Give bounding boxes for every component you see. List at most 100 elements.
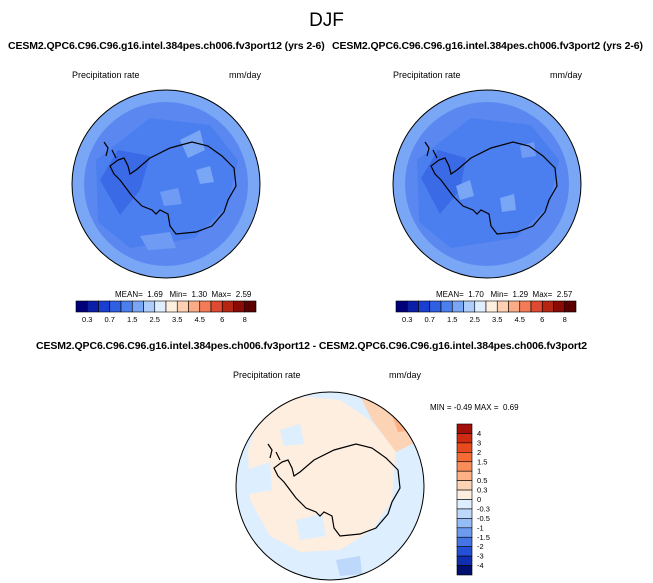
left-variable-label: Precipitation rate: [72, 70, 140, 80]
right-colorbar-box: [406, 300, 419, 313]
left-colorbar-box: [165, 300, 178, 313]
diff-max-value: 0.69: [502, 403, 519, 412]
left-colorbar-tick-label: 8: [243, 315, 247, 324]
diff-colorbar-box: [456, 555, 473, 566]
diff-panel-title: CESM2.QPC6.C96.C96.g16.intel.384pes.ch00…: [36, 340, 588, 352]
diff-colorbar-tick-label: 0.3: [477, 486, 487, 495]
right-colorbar-tick-label: 6: [540, 315, 544, 324]
left-units-label: mm/day: [229, 70, 262, 80]
right-colorbar-tick-label: 3.5: [492, 315, 502, 324]
diff-colorbar-tick-label: 0.5: [477, 476, 487, 485]
diff-colorbar-box: [456, 508, 473, 519]
diff-colorbar-tick-label: 1.5: [477, 457, 487, 466]
left-min-value: 1.30: [191, 290, 208, 299]
left-colorbar-box: [120, 300, 133, 313]
left-colorbar-tick-label: 2.5: [150, 315, 160, 324]
left-colorbar-box: [86, 300, 99, 313]
left-colorbar-box: [176, 300, 189, 313]
right-colorbar-box: [553, 300, 566, 313]
diff-polar-map: [235, 391, 425, 581]
right-colorbar-box: [541, 300, 554, 313]
figure-title: DJF: [309, 10, 344, 31]
diff-colorbar-box: [456, 480, 473, 491]
right-max-value: 2.57: [556, 290, 573, 299]
diff-colorbar-tick-label: 1: [477, 467, 481, 476]
right-mean-value: 1.70: [468, 290, 484, 299]
right-colorbar-box: [485, 300, 498, 313]
left-colorbar-tick-label: 6: [220, 315, 224, 324]
right-min-value: 1.29: [512, 290, 529, 299]
left-colorbar: 0.3 0.7 1.5 2.5 3.5 4.5 6 8: [75, 300, 257, 324]
diff-colorbar-box: [456, 461, 473, 472]
diff-colorbar-box: [456, 565, 473, 576]
diff-colorbar-tick-label: -2: [477, 542, 484, 551]
left-colorbar-tick-label: 4.5: [195, 315, 205, 324]
right-colorbar-tick-label: 0.3: [402, 315, 412, 324]
diff-colorbar-tick-label: -1: [477, 523, 484, 532]
diff-colorbar-tick-label: 0: [477, 495, 481, 504]
left-colorbar-box: [233, 300, 246, 313]
left-colorbar-box: [131, 300, 144, 313]
right-colorbar-tick-label: 8: [563, 315, 567, 324]
right-colorbar-box: [474, 300, 487, 313]
left-colorbar-tick-label: 0.3: [82, 315, 92, 324]
diff-colorbar-box: [456, 470, 473, 481]
left-colorbar-tick-label: 3.5: [172, 315, 182, 324]
diff-units-label: mm/day: [389, 370, 422, 380]
right-colorbar-box: [564, 300, 577, 313]
diff-colorbar-box: [456, 452, 473, 463]
right-colorbar-tick-label: 1.5: [447, 315, 457, 324]
diff-colorbar-tick-label: -4: [477, 561, 484, 570]
right-colorbar-box: [395, 300, 408, 313]
right-units-label: mm/day: [550, 70, 583, 80]
diff-coastline: [267, 443, 401, 537]
left-colorbar-box: [221, 300, 234, 313]
diff-colorbar-tick-label: 3: [477, 438, 481, 447]
left-colorbar-tick-label: 0.7: [105, 315, 115, 324]
left-colorbar-box: [210, 300, 223, 313]
diff-colorbar-tick-label: 4: [477, 429, 481, 438]
right-colorbar-box: [429, 300, 442, 313]
right-colorbar-tick-label: 4.5: [515, 315, 525, 324]
right-panel-title: CESM2.QPC6.C96.C96.g16.intel.384pes.ch00…: [332, 40, 643, 52]
right-colorbar-box: [418, 300, 431, 313]
diff-colorbar-box: [456, 433, 473, 444]
left-colorbar-box: [154, 300, 167, 313]
diff-colorbar-box: [456, 489, 473, 500]
left-stats: MEAN= 1.69 Min= 1.30 Max= 2.59: [115, 290, 252, 299]
right-colorbar-tick-label: 0.7: [425, 315, 435, 324]
right-colorbar-box: [451, 300, 464, 313]
right-stats: MEAN= 1.70 Min= 1.29 Max= 2.57: [436, 290, 573, 299]
diff-colorbar-box: [456, 546, 473, 557]
right-colorbar-box: [440, 300, 453, 313]
right-colorbar-box: [463, 300, 476, 313]
right-colorbar-tick-label: 2.5: [470, 315, 480, 324]
left-colorbar-box: [199, 300, 212, 313]
diff-colorbar-box: [456, 423, 473, 434]
left-colorbar-box: [143, 300, 156, 313]
right-colorbar-box: [530, 300, 543, 313]
diff-colorbar-tick-label: 2: [477, 448, 481, 457]
diff-colorbar-box: [456, 499, 473, 510]
left-colorbar-box: [244, 300, 257, 313]
diff-colorbar-box: [456, 527, 473, 538]
left-colorbar-box: [188, 300, 201, 313]
left-colorbar-box: [75, 300, 88, 313]
left-colorbar-tick-label: 1.5: [127, 315, 137, 324]
left-coastline: [103, 141, 237, 235]
diff-colorbar-tick-label: -1.5: [477, 533, 490, 542]
diff-colorbar-box: [456, 536, 473, 547]
right-polar-map: [392, 89, 582, 279]
diff-colorbar-tick-label: -0.5: [477, 514, 490, 523]
right-colorbar-box: [519, 300, 532, 313]
diff-colorbar-box: [456, 518, 473, 529]
right-colorbar-box: [508, 300, 521, 313]
right-colorbar: 0.3 0.7 1.5 2.5 3.5 4.5 6 8: [395, 300, 577, 324]
left-colorbar-box: [98, 300, 111, 313]
left-polar-map: [71, 89, 261, 279]
diff-colorbar-tick-label: -0.3: [477, 504, 490, 513]
diff-stats: MIN = -0.49 MAX = 0.69: [430, 403, 519, 412]
right-colorbar-box: [496, 300, 509, 313]
